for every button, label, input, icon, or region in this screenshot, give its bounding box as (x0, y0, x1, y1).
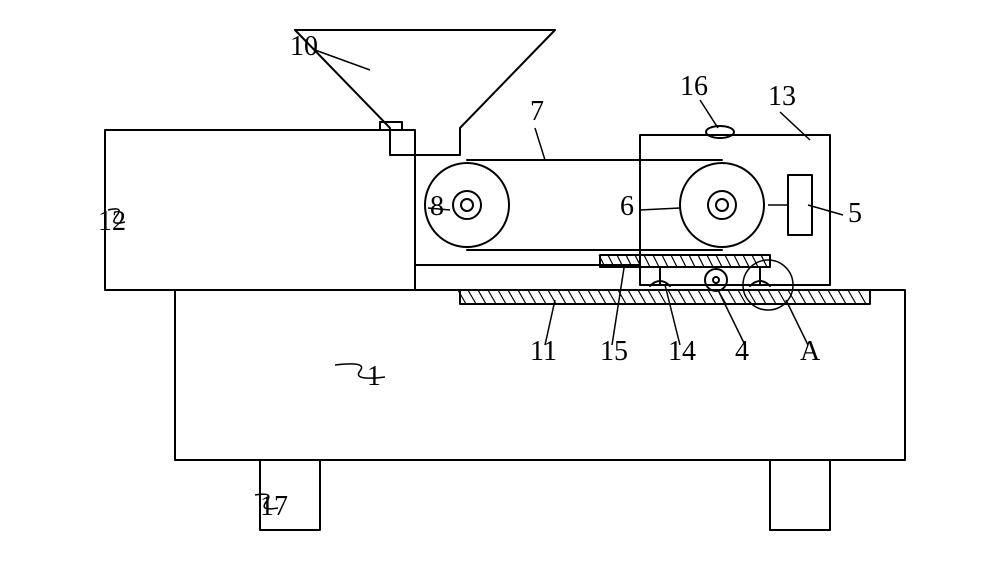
hopper (295, 30, 555, 155)
leader-16 (700, 100, 718, 128)
label-16: 16 (680, 71, 708, 102)
label-10: 10 (290, 31, 318, 62)
label-11: 11 (530, 336, 557, 367)
label-8: 8 (430, 191, 444, 222)
housing-button (706, 126, 734, 138)
pulley-right (680, 163, 764, 247)
label-14: 14 (668, 336, 696, 367)
upper-block (105, 130, 415, 290)
label-A: A (800, 336, 821, 367)
label-7: 7 (530, 96, 544, 127)
roller (705, 269, 727, 291)
label-17: 17 (260, 491, 288, 522)
machine-base (175, 290, 905, 460)
technical-diagram: 1456781011121314151617A (0, 0, 1000, 568)
foot-right (770, 460, 830, 530)
label-12: 12 (98, 206, 126, 237)
leader-5 (808, 205, 843, 215)
label-4: 4 (735, 336, 749, 367)
label-5: 5 (848, 198, 862, 229)
leader-6 (640, 208, 680, 210)
label-1: 1 (367, 361, 381, 392)
label-13: 13 (768, 81, 796, 112)
label-6: 6 (620, 191, 634, 222)
label-15: 15 (600, 336, 628, 367)
leader-7 (535, 128, 545, 160)
leader-15 (612, 268, 624, 345)
